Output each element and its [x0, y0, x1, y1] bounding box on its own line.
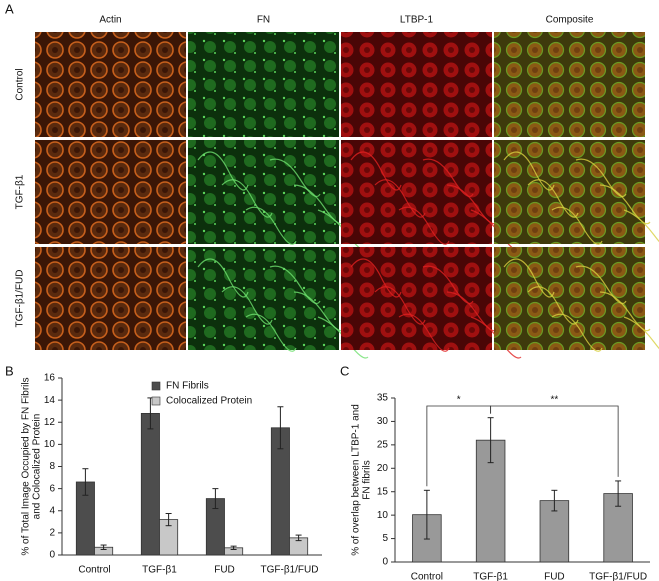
y-tick-label: 30: [377, 416, 389, 427]
y-tick-label: 0: [49, 550, 55, 561]
y-tick-label: 25: [377, 439, 389, 450]
y-axis-label: and Colocalized Protein: [32, 414, 43, 520]
error-bar: [82, 468, 89, 496]
micrograph: [35, 32, 186, 137]
y-axis-label: FN fibrils: [362, 460, 373, 499]
fibril: [350, 151, 402, 191]
legend-swatch: [151, 381, 161, 391]
y-tick-label: 2: [49, 528, 55, 539]
error-bar: [212, 488, 219, 510]
row-label: Control: [15, 68, 26, 100]
micrograph: [188, 247, 339, 350]
error-bar: [230, 545, 237, 550]
panel-label: C: [340, 363, 349, 378]
fibril: [245, 313, 297, 352]
y-tick-label: 15: [377, 486, 389, 497]
error-bar: [100, 544, 107, 550]
error-bar: [551, 489, 558, 512]
fibril: [398, 313, 450, 352]
y-axis-label: % of Total Image Occupied by FN Fibrils: [21, 377, 32, 555]
error-bar: [165, 513, 172, 527]
micrograph: [35, 247, 186, 350]
row-label: TGF-β1: [15, 174, 26, 209]
y-tick-label: 35: [377, 393, 389, 404]
micrograph: [494, 32, 645, 137]
x-tick-label: TGF-β1/FUD: [261, 565, 319, 576]
y-tick-label: 20: [377, 463, 389, 474]
y-tick-label: 5: [382, 533, 388, 544]
fibril: [623, 209, 659, 243]
x-tick-label: FUD: [544, 572, 565, 581]
y-tick-label: 8: [49, 461, 55, 472]
fibril: [197, 151, 249, 191]
micrograph: [341, 140, 492, 244]
panel-label: A: [5, 1, 14, 16]
significance-mark: *: [457, 395, 461, 406]
significance-bracket: [490, 405, 619, 477]
column-label: Actin: [99, 15, 121, 26]
fibril: [527, 286, 579, 325]
micrograph: [494, 247, 645, 350]
fibril: [503, 258, 555, 298]
column-label: LTBP-1: [400, 15, 434, 26]
micrograph: [188, 32, 339, 137]
micrograph: [341, 247, 492, 350]
panel-label: B: [5, 363, 14, 378]
row-label: TGF-β1/FUD: [15, 270, 26, 328]
legend-label: Colocalized Protein: [166, 396, 252, 407]
micrograph: [341, 32, 492, 137]
column-label: FN: [257, 15, 270, 26]
fibril: [197, 258, 249, 298]
bar: [140, 412, 160, 556]
y-tick-label: 0: [382, 557, 388, 568]
y-axis-label: % of overlap between LTBP-1 and: [351, 404, 362, 556]
legend-label: FN Fibrils: [166, 381, 209, 392]
micrograph: [188, 140, 339, 244]
fibril: [599, 184, 651, 225]
fibril: [221, 179, 273, 218]
fibril: [245, 206, 297, 245]
y-tick-label: 12: [44, 417, 56, 428]
fibril: [293, 291, 345, 332]
error-bar: [423, 489, 430, 540]
micrograph: [35, 140, 186, 244]
fibril: [599, 291, 651, 332]
fibril: [551, 206, 603, 245]
fibril: [623, 316, 659, 350]
fibril: [221, 286, 273, 325]
column-label: Composite: [546, 15, 594, 26]
y-tick-label: 16: [44, 373, 56, 384]
fibril: [551, 313, 603, 352]
fibril: [446, 184, 498, 225]
y-tick-label: 10: [44, 439, 56, 450]
legend-swatch: [151, 396, 161, 406]
error-bar: [615, 480, 622, 507]
fibril: [293, 184, 345, 225]
error-bar: [295, 534, 302, 542]
fibril: [446, 291, 498, 332]
y-tick-label: 6: [49, 483, 55, 494]
x-tick-label: TGF-β1: [473, 572, 508, 581]
x-tick-label: Control: [78, 565, 110, 576]
error-bar: [277, 406, 284, 450]
significance-mark: **: [550, 395, 558, 406]
y-tick-label: 4: [49, 505, 55, 516]
y-tick-label: 10: [377, 510, 389, 521]
error-bar: [487, 417, 494, 464]
fibril: [374, 286, 426, 325]
fibril: [374, 179, 426, 218]
fibril: [527, 179, 579, 218]
x-tick-label: FUD: [214, 565, 235, 576]
fibril: [398, 206, 450, 245]
fibril: [503, 151, 555, 191]
x-tick-label: TGF-β1: [142, 565, 177, 576]
micrograph: [494, 140, 645, 244]
fibril: [350, 258, 402, 298]
x-tick-label: Control: [411, 572, 443, 581]
x-tick-label: TGF-β1/FUD: [589, 572, 647, 581]
y-tick-label: 14: [44, 395, 56, 406]
